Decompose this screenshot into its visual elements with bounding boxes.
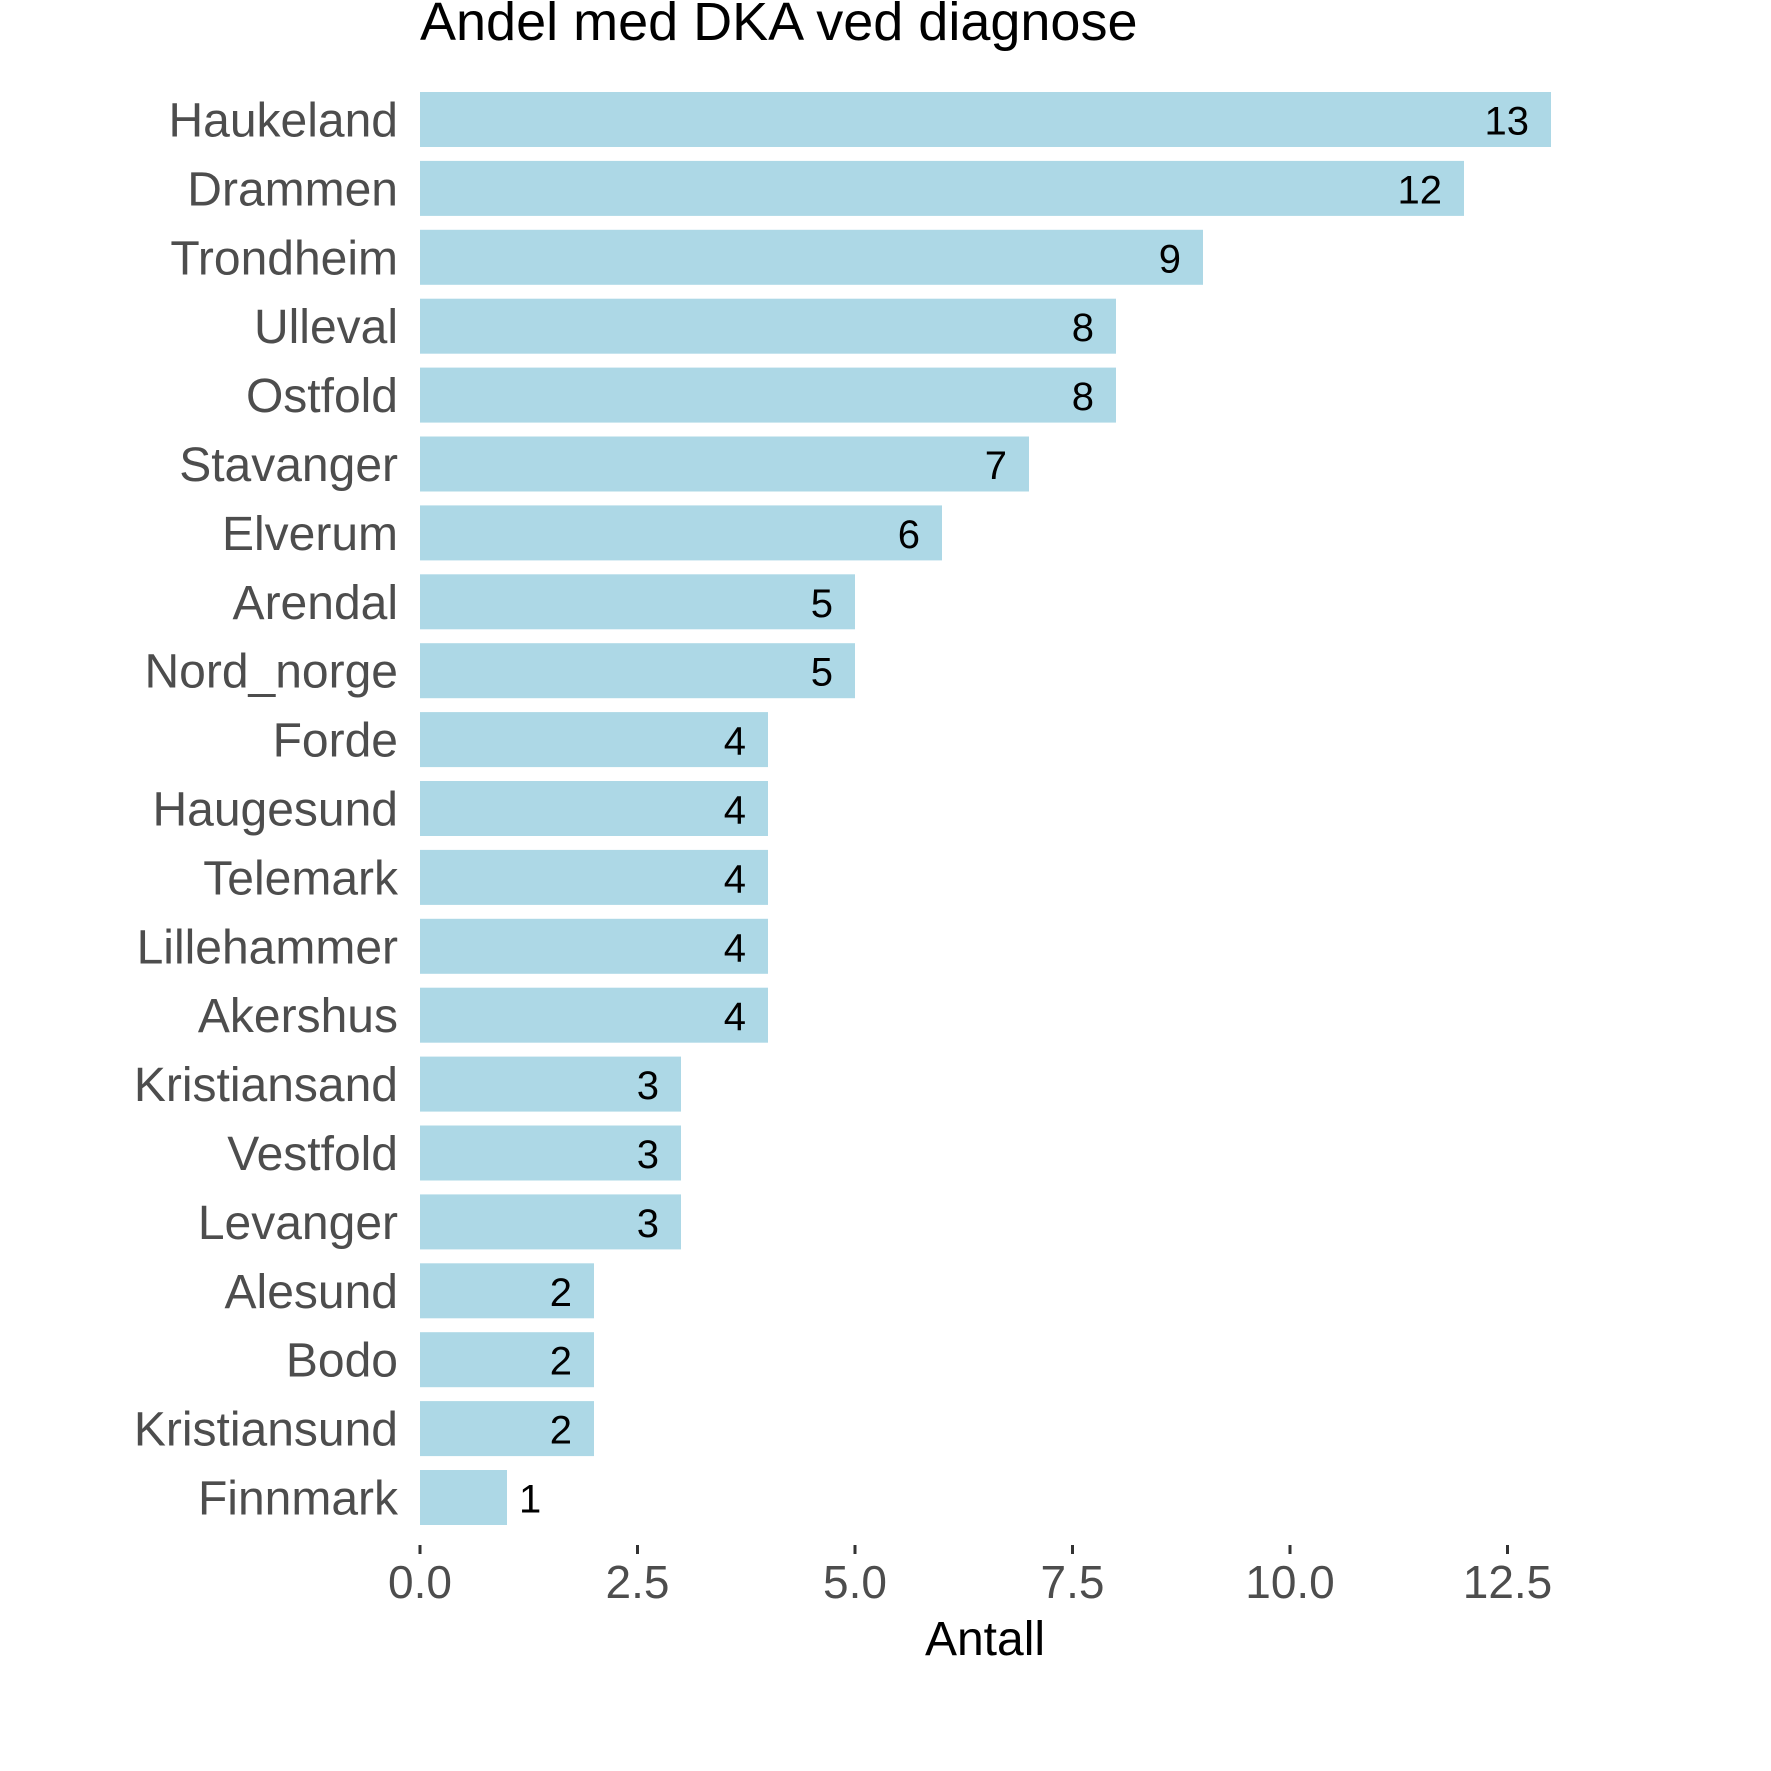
bar-trondheim: [420, 229, 1203, 285]
data-label-vestfold: 3: [637, 1133, 659, 1177]
data-label-ostfold: 8: [1072, 375, 1094, 419]
category-label-telemark: Telemark: [203, 852, 399, 905]
bar-vestfold: [420, 1125, 681, 1181]
x-axis: 0.0 2.5 5.0 7.5 10.0 12.5: [388, 1545, 1552, 1608]
bar-haukeland: [420, 92, 1551, 147]
category-label-forde: Forde: [273, 715, 398, 768]
bar-drammen: [420, 160, 1464, 216]
category-label-ostfold: Ostfold: [246, 370, 398, 423]
category-label-drammen: Drammen: [187, 163, 398, 216]
category-label-vestfold: Vestfold: [227, 1128, 398, 1181]
category-label-elverum: Elverum: [222, 508, 398, 561]
bar-kristiansund: [420, 1401, 594, 1457]
category-label-haukeland: Haukeland: [169, 95, 399, 148]
x-tick-label: 5.0: [823, 1556, 887, 1608]
data-label-elverum: 6: [898, 513, 920, 557]
data-label-nord-norge: 5: [811, 651, 833, 695]
bar-finnmark: [420, 1470, 507, 1525]
data-label-haugesund: 4: [724, 789, 746, 833]
category-label-arendal: Arendal: [233, 577, 398, 630]
category-label-stavanger: Stavanger: [179, 439, 398, 492]
data-label-haukeland: 13: [1485, 100, 1530, 144]
data-label-levanger: 3: [637, 1202, 659, 1246]
category-label-haugesund: Haugesund: [152, 784, 398, 837]
category-label-lillehammer: Lillehammer: [137, 921, 398, 974]
data-label-telemark: 4: [724, 857, 746, 901]
bar-bodo: [420, 1332, 594, 1388]
category-label-levanger: Levanger: [198, 1197, 398, 1250]
data-label-lillehammer: 4: [724, 926, 746, 970]
bar-ostfold: [420, 367, 1116, 423]
data-label-finnmark: 1: [519, 1478, 541, 1522]
bar-telemark: [420, 849, 768, 905]
bar-ulleval: [420, 298, 1116, 354]
data-label-trondheim: 9: [1159, 237, 1181, 281]
category-label-akershus: Akershus: [198, 990, 398, 1043]
category-label-trondheim: Trondheim: [170, 232, 398, 285]
x-tick-label: 2.5: [606, 1556, 670, 1608]
category-label-finnmark: Finnmark: [198, 1473, 399, 1526]
category-label-kristiansand: Kristiansand: [134, 1059, 398, 1112]
bars-group: [420, 92, 1551, 1525]
data-label-arendal: 5: [811, 582, 833, 626]
category-label-alesund: Alesund: [225, 1266, 398, 1319]
x-tick-label: 0.0: [388, 1556, 452, 1608]
category-labels-group: Haukeland Drammen Trondheim Ulleval Ostfold S…: [134, 95, 399, 1526]
bar-stavanger: [420, 436, 1029, 492]
bar-akershus: [420, 987, 768, 1043]
x-tick-label: 10.0: [1245, 1556, 1335, 1608]
category-label-bodo: Bodo: [286, 1335, 398, 1388]
x-tick-label: 12.5: [1463, 1556, 1553, 1608]
category-label-nord-norge: Nord_norge: [145, 646, 399, 699]
bar-forde: [420, 712, 768, 768]
data-label-stavanger: 7: [985, 444, 1007, 488]
bar-kristiansand: [420, 1056, 681, 1112]
data-label-akershus: 4: [724, 995, 746, 1039]
data-label-bodo: 2: [550, 1340, 572, 1384]
bar-lillehammer: [420, 918, 768, 974]
data-label-drammen: 12: [1398, 168, 1443, 212]
category-label-ulleval: Ulleval: [254, 301, 398, 354]
bar-nord-norge: [420, 643, 855, 699]
bar-haugesund: [420, 781, 768, 836]
x-tick-label: 7.5: [1041, 1556, 1105, 1608]
data-label-forde: 4: [724, 720, 746, 764]
bar-elverum: [420, 505, 942, 561]
bar-levanger: [420, 1194, 681, 1250]
bar-arendal: [420, 574, 855, 630]
x-axis-title: Antall: [925, 1613, 1045, 1666]
data-label-ulleval: 8: [1072, 306, 1094, 350]
data-label-kristiansund: 2: [550, 1409, 572, 1453]
data-label-kristiansand: 3: [637, 1064, 659, 1108]
category-label-kristiansund: Kristiansund: [134, 1404, 398, 1457]
chart-title: Andel med DKA ved diagnose: [420, 0, 1137, 52]
data-label-alesund: 2: [550, 1271, 572, 1315]
bar-alesund: [420, 1263, 594, 1319]
